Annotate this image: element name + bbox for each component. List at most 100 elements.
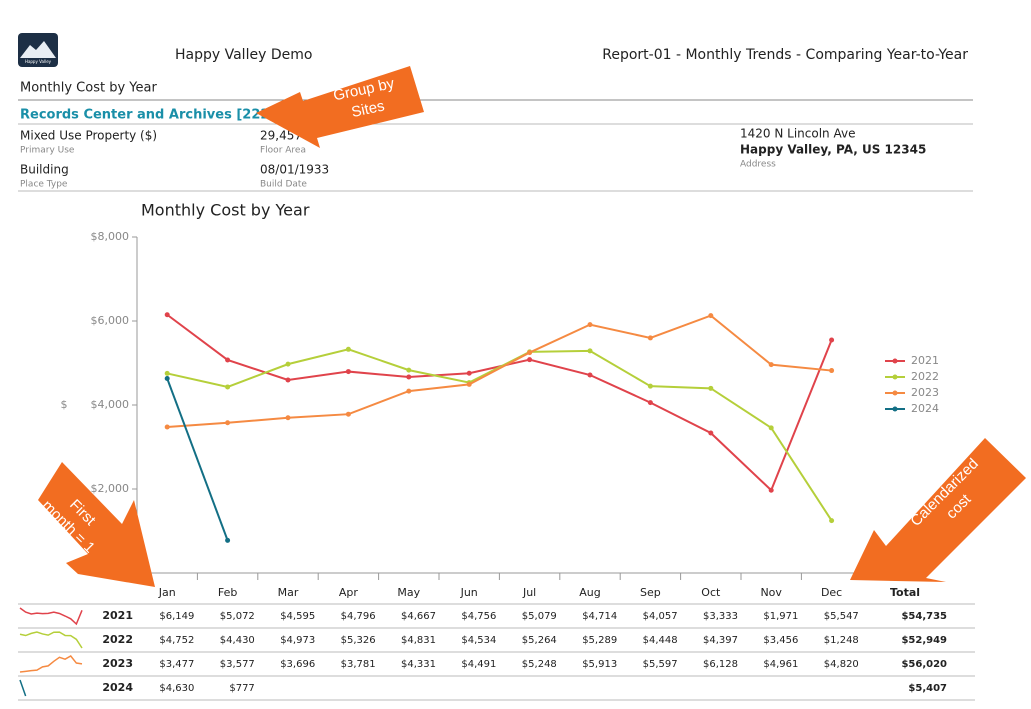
data-point xyxy=(829,337,835,343)
y-axis-label: $ xyxy=(61,398,68,411)
data-point xyxy=(647,335,653,341)
x-tick-label: Oct xyxy=(701,586,721,599)
cell: $4,448 xyxy=(643,635,678,646)
row-total: $5,407 xyxy=(908,683,947,694)
cell: $4,397 xyxy=(703,635,738,646)
data-point xyxy=(768,362,774,368)
data-point xyxy=(164,376,170,382)
legend-label: 2024 xyxy=(911,402,939,415)
x-tick-label: Sep xyxy=(640,586,661,599)
cell: $3,333 xyxy=(703,611,738,622)
cell: $4,961 xyxy=(763,659,798,670)
marks: $2,000 $4,000 $6,000 $8,000 Jan Feb Mar Apr May J… xyxy=(18,230,975,701)
data-point xyxy=(647,383,653,389)
data-point xyxy=(587,348,593,354)
x-tick-label: Aug xyxy=(579,586,600,599)
cell: $4,714 xyxy=(582,611,617,622)
cell: $4,331 xyxy=(401,659,436,670)
field-value: 08/01/1933 xyxy=(260,163,329,177)
address-line: 1420 N Lincoln Ave xyxy=(740,127,855,141)
cell: $4,756 xyxy=(461,611,496,622)
legend-dot xyxy=(892,406,898,412)
data-point xyxy=(225,384,231,390)
row-total: $52,949 xyxy=(901,635,947,646)
total-header: Total xyxy=(890,586,920,599)
data-point xyxy=(829,368,835,374)
cell: $4,752 xyxy=(159,635,194,646)
logo-mountain xyxy=(20,41,56,58)
sparkline xyxy=(19,679,27,697)
cell: $6,149 xyxy=(159,611,194,622)
cell: $4,973 xyxy=(280,635,315,646)
data-point xyxy=(285,377,291,383)
cell: $4,667 xyxy=(401,611,436,622)
cell: $5,289 xyxy=(582,635,617,646)
x-tick-label: Dec xyxy=(821,586,842,599)
field-label: Primary Use xyxy=(20,146,75,156)
cell: $4,595 xyxy=(280,611,315,622)
cell: $6,128 xyxy=(703,659,738,670)
legend-dot xyxy=(892,358,898,364)
sparkline xyxy=(19,631,83,649)
data-point xyxy=(587,322,593,328)
org-name: Happy Valley Demo xyxy=(175,47,312,63)
legend-label: 2021 xyxy=(911,354,939,367)
data-point xyxy=(164,370,170,376)
data-point xyxy=(587,372,593,378)
data-point xyxy=(164,312,170,318)
cell: $4,534 xyxy=(461,635,496,646)
x-tick-label: Feb xyxy=(218,586,237,599)
y-tick-label: $2,000 xyxy=(91,482,130,495)
field-label: Floor Area xyxy=(260,146,306,156)
data-point xyxy=(708,430,714,436)
row-total: $56,020 xyxy=(901,659,947,670)
field-value: Building xyxy=(20,163,69,177)
cell: $4,796 xyxy=(341,611,376,622)
data-point xyxy=(708,385,714,391)
series-line xyxy=(167,314,832,428)
row-year: 2022 xyxy=(102,633,133,646)
cell: $3,477 xyxy=(159,659,194,670)
arrow xyxy=(850,438,1026,582)
section-title: Monthly Cost by Year xyxy=(20,81,157,96)
legend-dot xyxy=(892,374,898,380)
address-line: Happy Valley, PA, US 12345 xyxy=(740,143,926,157)
data-point xyxy=(406,374,412,380)
cell: $5,079 xyxy=(522,611,557,622)
cell: $4,831 xyxy=(401,635,436,646)
data-point xyxy=(285,361,291,367)
x-tick-label: May xyxy=(397,586,420,599)
data-point xyxy=(345,411,351,417)
data-point xyxy=(708,313,714,319)
cell: $5,597 xyxy=(643,659,678,670)
data-point xyxy=(768,425,774,431)
data-point xyxy=(527,350,533,356)
cell: $3,696 xyxy=(280,659,315,670)
cell: $5,248 xyxy=(522,659,557,670)
data-point xyxy=(466,381,472,387)
field-value: Mixed Use Property ($) xyxy=(20,129,157,143)
series-line xyxy=(166,378,229,541)
sparkline xyxy=(19,655,83,673)
series-line xyxy=(166,348,833,522)
data-point xyxy=(345,346,351,352)
cell: $4,057 xyxy=(643,611,678,622)
cell: $4,430 xyxy=(220,635,255,646)
data-point xyxy=(285,415,291,421)
x-tick-label: Nov xyxy=(760,586,782,599)
sparkline xyxy=(19,607,83,626)
cell: $4,820 xyxy=(824,659,859,670)
data-point xyxy=(647,400,653,406)
data-point xyxy=(225,420,231,426)
chart-title: Monthly Cost by Year xyxy=(141,201,310,220)
data-point xyxy=(225,357,231,363)
row-year: 2023 xyxy=(102,657,133,670)
cell: $4,630 xyxy=(159,683,194,694)
data-point xyxy=(406,388,412,394)
data-point xyxy=(466,370,472,376)
data-point xyxy=(164,424,170,430)
cell: $5,913 xyxy=(582,659,617,670)
cell: $4,491 xyxy=(461,659,496,670)
